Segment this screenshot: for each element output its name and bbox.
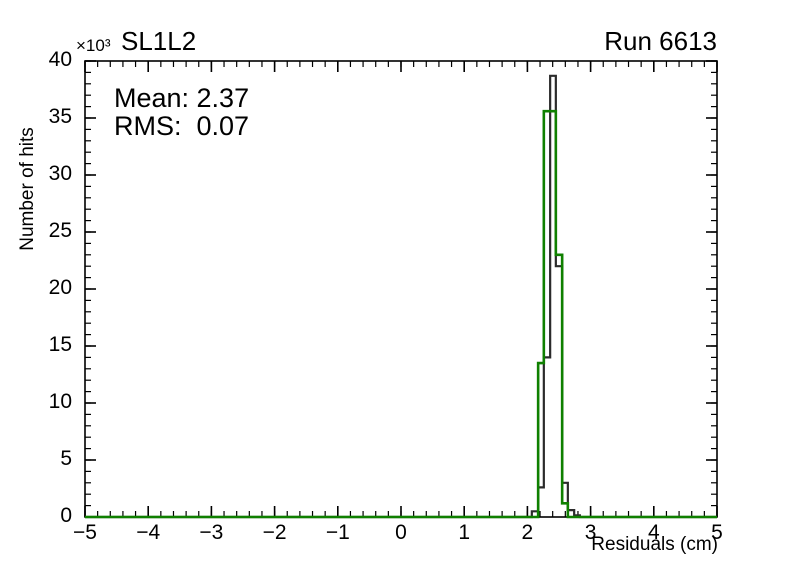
y-tick-label: 20 bbox=[48, 276, 72, 299]
plot-title-left: SL1L2 bbox=[121, 26, 197, 56]
x-tick-label: −5 bbox=[73, 521, 97, 544]
y-tick-label: 10 bbox=[48, 390, 72, 413]
x-tick-label: 2 bbox=[521, 521, 534, 544]
y-tick-label: 5 bbox=[60, 447, 72, 470]
y-tick-label: 35 bbox=[48, 105, 72, 128]
x-tick-label: −3 bbox=[199, 521, 224, 544]
y-tick-label: 15 bbox=[48, 333, 72, 356]
series-green-histogram bbox=[85, 109, 717, 519]
x-tick-label: −4 bbox=[136, 521, 161, 544]
y-tick-label: 40 bbox=[48, 48, 72, 71]
plot-title-right: Run 6613 bbox=[604, 26, 717, 56]
y-tick-label: 30 bbox=[48, 162, 72, 185]
series-black-histogram bbox=[85, 74, 717, 519]
y-axis-multiplier-label: ×10³ bbox=[76, 36, 111, 55]
stat-mean-label: Mean: 2.37 bbox=[114, 83, 250, 113]
x-tick-label: 3 bbox=[584, 521, 597, 544]
x-axis-title: Residuals (cm) bbox=[591, 534, 718, 555]
x-tick-label: 5 bbox=[711, 521, 723, 544]
y-tick-label: 25 bbox=[48, 219, 72, 242]
y-tick-label: 0 bbox=[60, 504, 72, 527]
x-tick-label: 1 bbox=[458, 521, 471, 544]
x-tick-label: 0 bbox=[395, 521, 407, 544]
x-tick-label: −2 bbox=[262, 521, 287, 544]
x-tick-label: 4 bbox=[647, 521, 660, 544]
x-tick-label: −1 bbox=[325, 521, 350, 544]
stat-rms-label: RMS: 0.07 bbox=[114, 111, 250, 141]
